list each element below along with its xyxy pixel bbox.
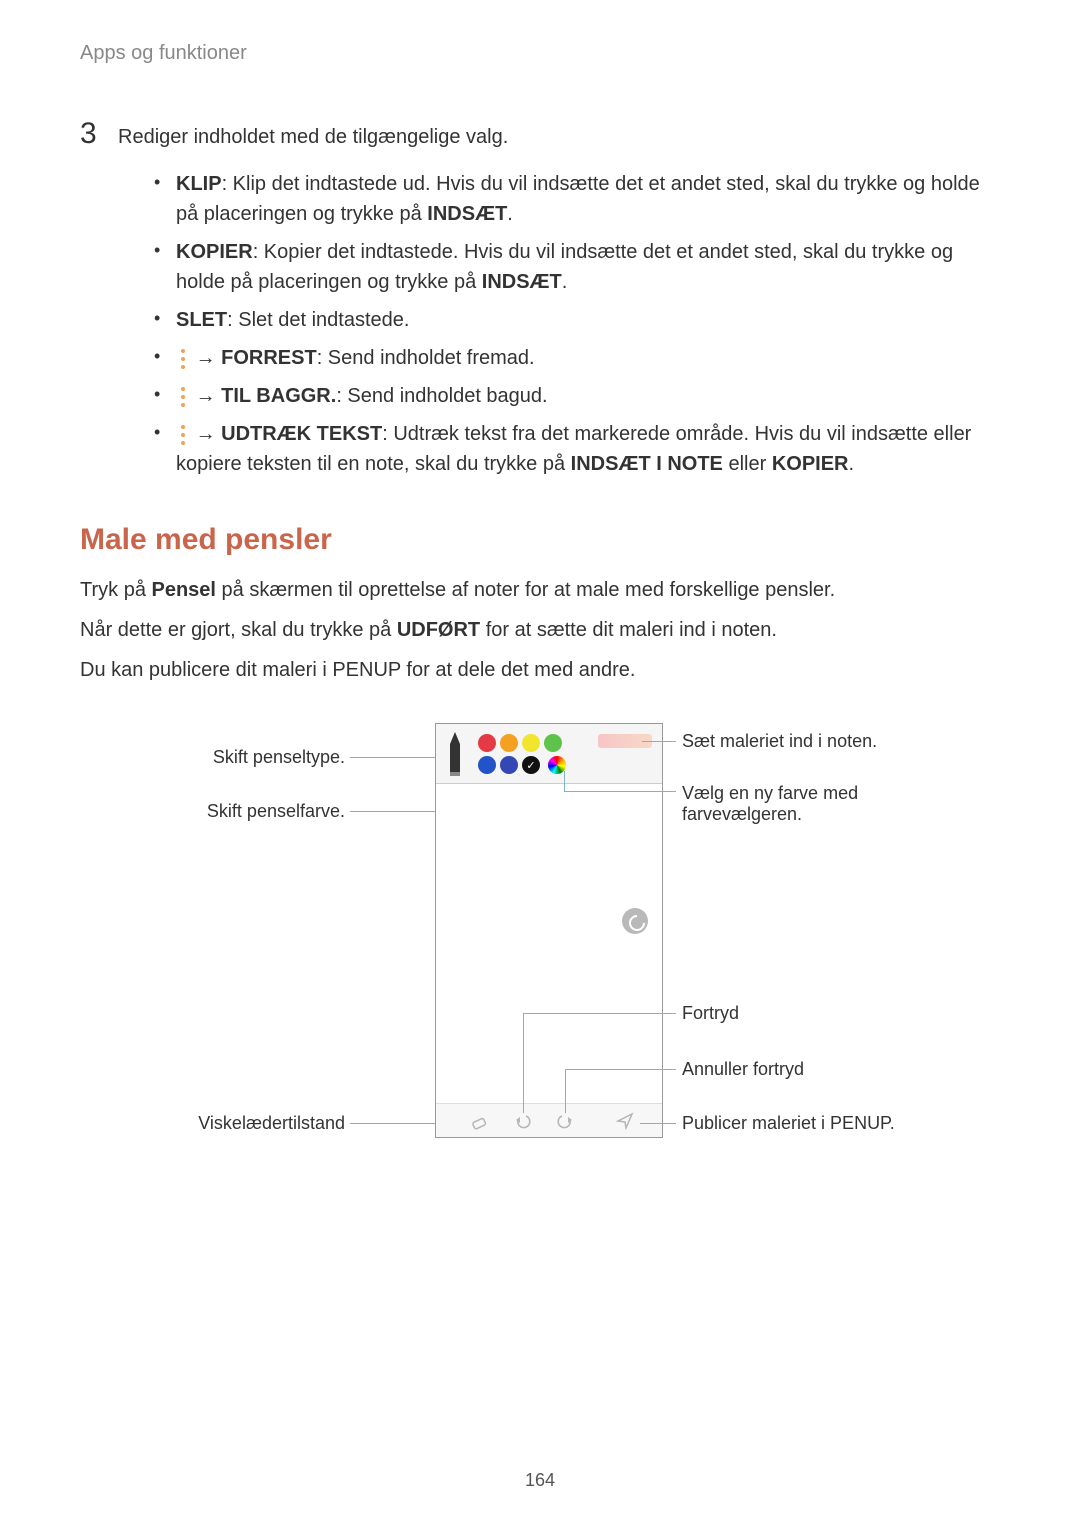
callout-brush-color: Skift penselfarve. <box>195 801 345 822</box>
paragraph-1: Tryk på Pensel på skærmen til oprettelse… <box>80 575 1000 605</box>
undo-icon <box>514 1112 532 1130</box>
paragraph-2: Når dette er gjort, skal du trykke på UD… <box>80 615 1000 645</box>
callout-line <box>523 1013 524 1113</box>
share-icon <box>616 1112 634 1130</box>
baggr-label: TIL BAGGR. <box>221 385 336 407</box>
klip-label: KLIP <box>176 173 222 195</box>
para2-a: Når dette er gjort, skal du trykke på <box>80 619 397 641</box>
arrow-icon: → <box>196 419 216 449</box>
forrest-text: : Send indholdet fremad. <box>317 347 535 369</box>
callout-brush-type: Skift penseltype. <box>195 747 345 768</box>
more-menu-icon <box>176 348 190 370</box>
callout-line <box>565 1069 566 1113</box>
step-number: 3 <box>80 117 118 151</box>
callout-eraser: Viskelædertilstand <box>185 1113 345 1134</box>
callout-redo: Annuller fortryd <box>682 1059 804 1080</box>
color-blue <box>478 756 496 774</box>
breadcrumb: Apps og funktioner <box>80 42 1000 65</box>
arrow-icon: → <box>196 343 216 373</box>
para2-bold: UDFØRT <box>397 619 480 641</box>
para1-a: Tryk på <box>80 579 152 601</box>
color-selected-black-icon <box>522 756 540 774</box>
para1-bold: Pensel <box>152 579 216 601</box>
klip-text: : Klip det indtastede ud. Hvis du vil in… <box>176 173 980 225</box>
option-forrest: → FORREST: Send indholdet fremad. <box>148 343 1000 373</box>
para2-b: for at sætte dit maleri ind i noten. <box>480 619 777 641</box>
callout-line <box>564 771 565 792</box>
udtraek-bold2: KOPIER <box>772 453 849 475</box>
step-text: Rediger indholdet med de tilgængelige va… <box>118 126 508 149</box>
arrow-icon: → <box>196 381 216 411</box>
pen-icon <box>448 732 462 776</box>
dot: . <box>849 453 855 475</box>
udtraek-label: UDTRÆK TEKST <box>221 423 382 445</box>
phone-toolbar <box>436 724 662 784</box>
option-tilbaggr: → TIL BAGGR.: Send indholdet bagud. <box>148 381 1000 411</box>
callout-line <box>350 757 444 758</box>
floating-pen-icon <box>622 908 648 934</box>
callout-line <box>564 791 676 792</box>
more-menu-icon <box>176 386 190 408</box>
color-yellow <box>522 734 540 752</box>
callout-line <box>523 1013 676 1014</box>
dot: . <box>507 203 513 225</box>
callout-line <box>565 1069 676 1070</box>
slet-text: : Slet det indtastede. <box>227 309 409 331</box>
step-3: 3 Rediger indholdet med de tilgængelige … <box>80 117 1000 151</box>
color-green <box>544 734 562 752</box>
option-udtraek: → UDTRÆK TEKST: Udtræk tekst fra det mar… <box>148 419 1000 479</box>
callout-insert-painting: Sæt maleriet ind i noten. <box>682 731 877 752</box>
color-orange <box>500 734 518 752</box>
callout-undo: Fortryd <box>682 1003 739 1024</box>
callout-color-picker: Vælg en ny farve med farvevælgeren. <box>682 783 892 825</box>
callout-publish-penup: Publicer maleriet i PENUP. <box>682 1113 895 1134</box>
paragraph-3: Du kan publicere dit maleri i PENUP for … <box>80 655 1000 685</box>
kopier-insert-bold: INDSÆT <box>482 271 562 293</box>
section-title: Male med pensler <box>80 523 1000 557</box>
dot: . <box>562 271 568 293</box>
phone-mockup <box>435 723 663 1138</box>
forrest-label: FORREST <box>221 347 317 369</box>
udtraek-mid: eller <box>723 453 772 475</box>
eraser-icon <box>470 1112 488 1130</box>
option-kopier: KOPIER: Kopier det indtastede. Hvis du v… <box>148 237 1000 297</box>
page-number: 164 <box>0 1470 1080 1491</box>
color-red <box>478 734 496 752</box>
baggr-text: : Send indholdet bagud. <box>336 385 547 407</box>
bottom-toolbar <box>436 1103 662 1137</box>
callout-line <box>640 1123 676 1124</box>
diagram: Skift penseltype. Skift penselfarve. Vis… <box>80 723 1000 1183</box>
klip-insert-bold: INDSÆT <box>427 203 507 225</box>
option-slet: SLET: Slet det indtastede. <box>148 305 1000 335</box>
callout-line <box>642 741 676 742</box>
udtraek-bold1: INDSÆT I NOTE <box>571 453 723 475</box>
color-indigo <box>500 756 518 774</box>
option-klip: KLIP: Klip det indtastede ud. Hvis du vi… <box>148 169 1000 229</box>
more-menu-icon <box>176 424 190 446</box>
para1-b: på skærmen til oprettelse af noter for a… <box>216 579 835 601</box>
kopier-label: KOPIER <box>176 241 253 263</box>
options-list: KLIP: Klip det indtastede ud. Hvis du vi… <box>148 169 1000 479</box>
redo-icon <box>556 1112 574 1130</box>
slet-label: SLET <box>176 309 227 331</box>
